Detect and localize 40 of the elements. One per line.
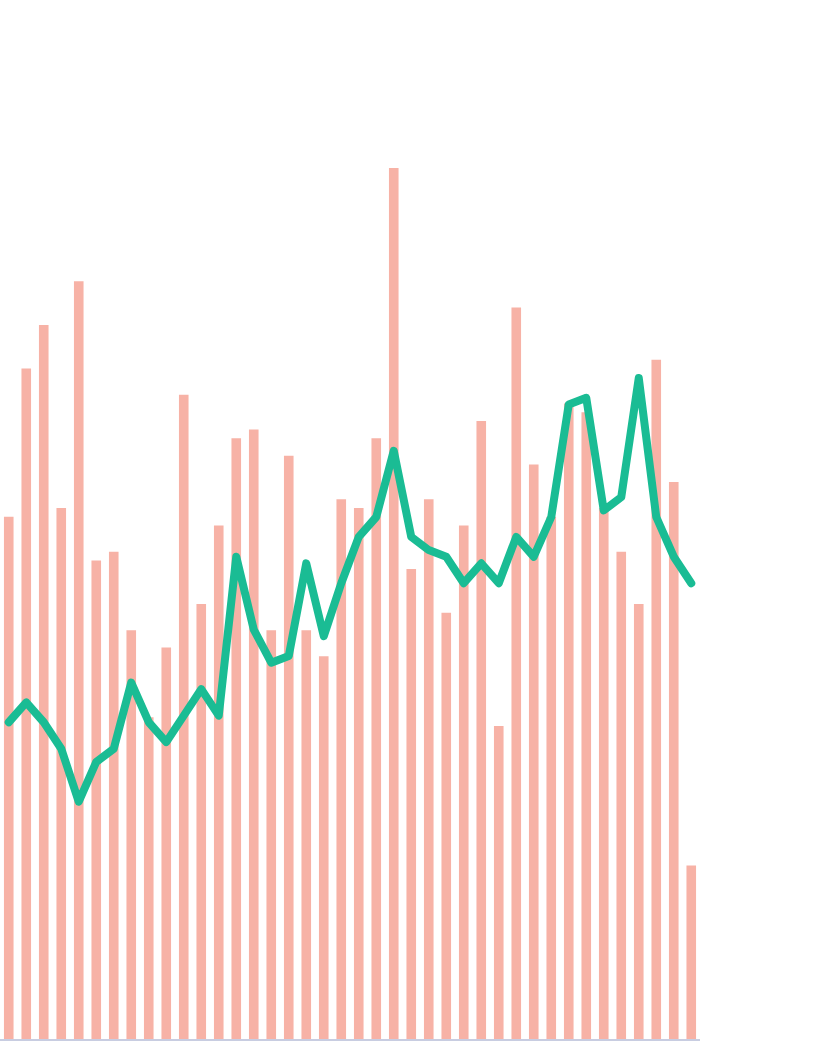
bar	[371, 438, 382, 1040]
bar	[56, 508, 67, 1040]
bar	[108, 551, 119, 1040]
bar	[423, 499, 434, 1040]
bar	[441, 612, 452, 1040]
bar	[283, 455, 294, 1040]
bar	[143, 717, 154, 1040]
bar	[301, 630, 312, 1040]
bar	[458, 525, 469, 1040]
bar	[563, 403, 574, 1040]
bar	[248, 429, 259, 1040]
bar	[686, 865, 697, 1040]
bar	[598, 508, 609, 1040]
bar	[581, 412, 592, 1040]
bar	[38, 324, 49, 1040]
bar	[388, 167, 399, 1040]
bar	[633, 604, 644, 1040]
bar	[511, 307, 522, 1040]
bar	[73, 281, 84, 1040]
bar	[528, 464, 539, 1040]
bar	[406, 569, 417, 1040]
bar	[651, 359, 662, 1040]
bar	[3, 516, 14, 1040]
bar	[91, 560, 102, 1040]
bar	[616, 551, 627, 1040]
bar	[476, 420, 487, 1040]
bar	[178, 394, 189, 1040]
bar	[266, 630, 277, 1040]
bar	[668, 481, 679, 1040]
bar	[21, 368, 32, 1040]
bar	[336, 499, 347, 1040]
bar	[353, 508, 364, 1040]
bar	[213, 525, 224, 1040]
bar	[493, 726, 504, 1040]
bar	[231, 438, 242, 1040]
bar	[318, 656, 329, 1040]
bar	[196, 604, 207, 1040]
bar	[546, 516, 557, 1040]
bar	[126, 630, 137, 1040]
bar	[161, 647, 172, 1040]
